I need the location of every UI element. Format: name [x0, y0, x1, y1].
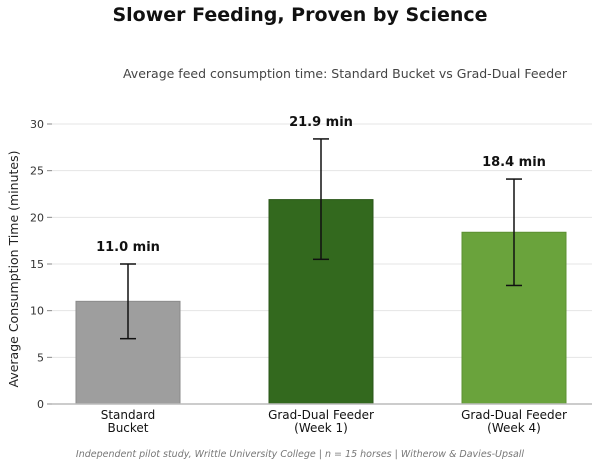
y-tick-label: 20: [30, 211, 44, 224]
data-label: 21.9 min: [289, 115, 353, 130]
y-tick-label: 25: [30, 165, 44, 178]
y-tick-label: 10: [30, 305, 44, 318]
y-axis-ticks: 0 5 10 15 20 25 30: [30, 118, 52, 411]
x-category-label: Grad-Dual Feeder: [461, 408, 567, 422]
data-label: 11.0 min: [96, 240, 160, 255]
footnote: Independent pilot study, Writtle Univers…: [75, 449, 525, 460]
x-category-label: Bucket: [107, 421, 148, 435]
data-label: 18.4 min: [482, 155, 546, 170]
data-labels: 11.0 min 21.9 min 18.4 min: [96, 115, 546, 255]
y-tick-label: 30: [30, 118, 44, 131]
x-category-label: Standard: [101, 408, 156, 422]
x-category-label: (Week 1): [294, 421, 348, 435]
x-category-label: (Week 4): [487, 421, 541, 435]
y-tick-label: 0: [37, 398, 44, 411]
x-category-label: Grad-Dual Feeder: [268, 408, 374, 422]
error-bars: [120, 138, 522, 340]
y-tick-label: 5: [37, 351, 44, 364]
chart-title: Slower Feeding, Proven by Science: [112, 4, 488, 26]
y-tick-label: 15: [30, 258, 44, 271]
y-axis-label: Average Consumption Time (minutes): [6, 151, 21, 388]
chart-subtitle: Average feed consumption time: Standard …: [122, 66, 567, 81]
